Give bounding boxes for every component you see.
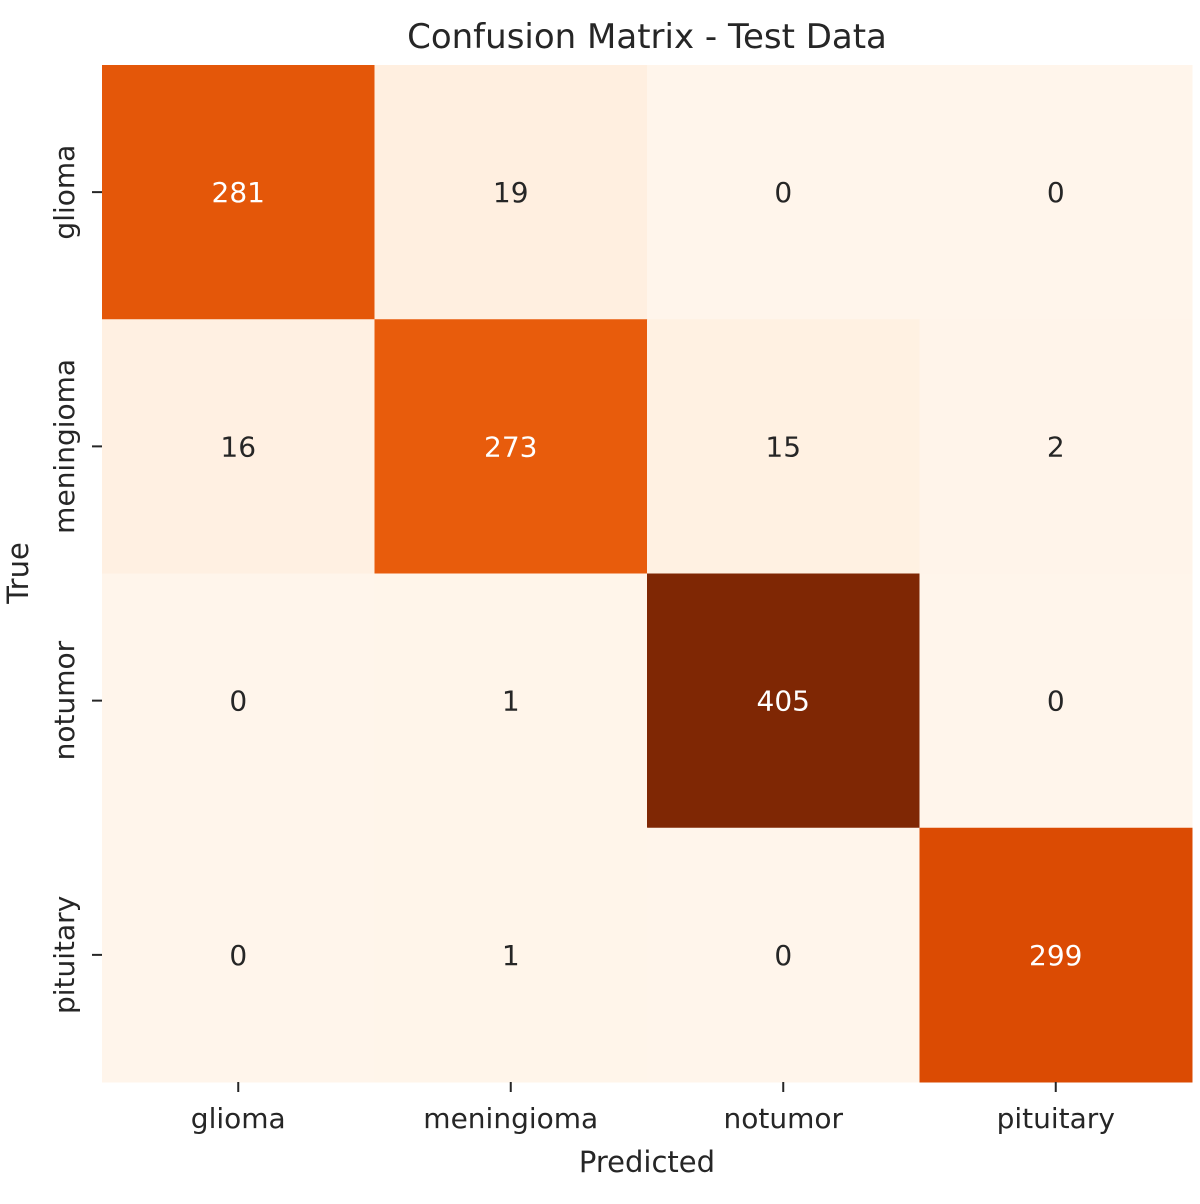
heatmap-cell-pituitary-meningioma xyxy=(374,827,648,1083)
cell-value-label: 2 xyxy=(1047,430,1065,463)
heatmap-cell-meningioma-glioma xyxy=(102,319,375,574)
cell-value-labels: 281 19 0 0 16 273 15 2 0 1 405 0 0 1 0 299 xyxy=(212,176,1083,972)
x-tick-label: notumor xyxy=(723,1102,843,1135)
cell-value-label: 281 xyxy=(212,176,265,209)
cell-value-label: 0 xyxy=(1047,685,1065,718)
cell-value-label: 405 xyxy=(757,685,810,718)
cell-value-label: 0 xyxy=(229,939,247,972)
cell-value-label: 19 xyxy=(493,176,529,209)
x-axis-label: Predicted xyxy=(579,1145,715,1179)
heatmap-cell-notumor-meningioma xyxy=(374,573,648,829)
x-tick-label: meningioma xyxy=(423,1102,598,1135)
heatmap-cell-notumor-glioma xyxy=(102,573,375,829)
x-tick-label: pituitary xyxy=(997,1102,1115,1135)
heatmap-cell-glioma-notumor xyxy=(647,65,920,320)
x-tick-label: glioma xyxy=(191,1102,286,1135)
y-tick-label: notumor xyxy=(48,640,81,760)
heatmap-cell-notumor-notumor xyxy=(647,573,920,829)
cell-value-label: 0 xyxy=(1047,176,1065,209)
heatmap-cell-notumor-pituitary xyxy=(919,573,1193,829)
cell-value-label: 15 xyxy=(765,430,801,463)
y-tick-label: pituitary xyxy=(48,896,81,1014)
heatmap-cell-glioma-glioma xyxy=(102,65,375,320)
heatmap-cell-meningioma-notumor xyxy=(647,319,920,574)
heatmap-cell-meningioma-meningioma xyxy=(374,319,648,574)
heatmap-cell-glioma-pituitary xyxy=(919,65,1193,320)
axes: glioma meningioma notumor pituitary glioma me… xyxy=(48,145,1115,1135)
cell-value-label: 0 xyxy=(774,176,792,209)
y-tick-label: glioma xyxy=(48,145,81,240)
cell-value-label: 0 xyxy=(229,685,247,718)
heatmap-cell-glioma-meningioma xyxy=(374,65,648,320)
cell-value-label: 16 xyxy=(220,430,256,463)
heatmap-cells xyxy=(102,65,1193,1083)
heatmap-cell-pituitary-pituitary xyxy=(919,827,1193,1083)
cell-value-label: 1 xyxy=(502,939,520,972)
cell-value-label: 0 xyxy=(774,939,792,972)
cell-value-label: 299 xyxy=(1029,939,1082,972)
cell-value-label: 273 xyxy=(484,430,537,463)
cell-value-label: 1 xyxy=(502,685,520,718)
heatmap-cell-pituitary-glioma xyxy=(102,827,375,1083)
chart-title: Confusion Matrix - Test Data xyxy=(407,17,887,57)
heatmap-cell-meningioma-pituitary xyxy=(919,319,1193,574)
y-tick-label: meningioma xyxy=(48,359,81,534)
y-axis-label: True xyxy=(1,542,35,605)
heatmap-cell-pituitary-notumor xyxy=(647,827,920,1083)
